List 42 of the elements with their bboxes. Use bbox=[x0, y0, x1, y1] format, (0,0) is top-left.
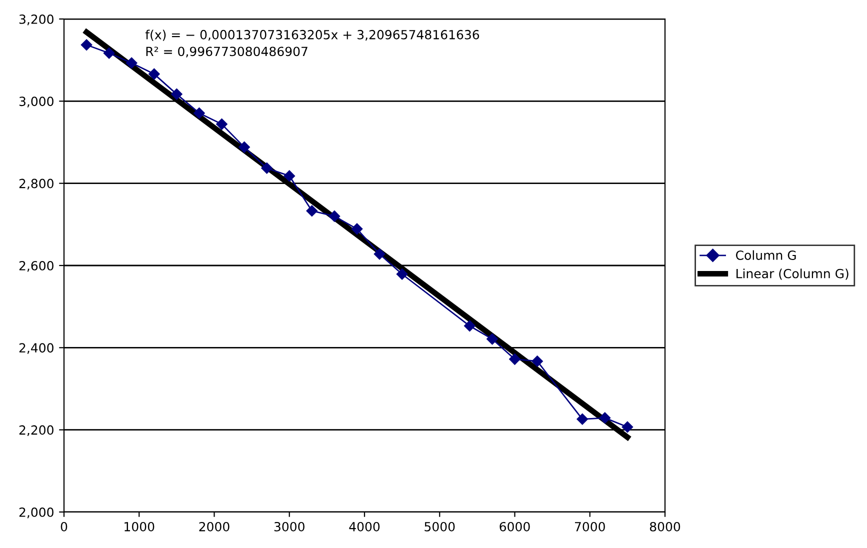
legend-label: Column G bbox=[736, 250, 796, 260]
x-tick-label: 0 bbox=[60, 522, 68, 532]
y-tick-label: 2,600 bbox=[19, 260, 54, 272]
x-tick-label: 7000 bbox=[574, 522, 605, 532]
point bbox=[216, 118, 228, 130]
point bbox=[194, 107, 205, 119]
x-tick-label: 4000 bbox=[349, 522, 380, 532]
x-tick-label: 2000 bbox=[199, 522, 230, 532]
point bbox=[306, 205, 318, 216]
point bbox=[509, 354, 520, 365]
point bbox=[486, 333, 498, 345]
point bbox=[374, 248, 386, 260]
annotation: f(x) = − 0,000137073163205x + 3,20965748161636 bbox=[145, 30, 480, 41]
y-tick-label: 2,000 bbox=[19, 507, 54, 518]
y-tick-label: 3,200 bbox=[19, 14, 54, 26]
y-tick-label: 2,800 bbox=[19, 178, 54, 190]
point bbox=[261, 162, 272, 174]
point bbox=[328, 210, 340, 222]
point bbox=[396, 268, 408, 280]
point bbox=[532, 356, 543, 367]
point bbox=[126, 57, 138, 69]
point bbox=[351, 223, 363, 235]
x-tick-label: 6000 bbox=[500, 522, 530, 532]
y-tick-label: 2,400 bbox=[19, 343, 54, 354]
y-tick-label: 3,000 bbox=[19, 96, 54, 108]
legend-label: Linear (Column G) bbox=[736, 268, 848, 280]
point bbox=[599, 412, 611, 424]
point bbox=[576, 414, 588, 425]
point bbox=[80, 39, 92, 50]
x-tick-label: 5000 bbox=[424, 522, 455, 532]
x-tick-label: 3000 bbox=[274, 522, 304, 532]
point bbox=[464, 320, 476, 332]
point bbox=[622, 421, 634, 433]
point bbox=[148, 68, 160, 80]
y-tick-label: 2,200 bbox=[19, 425, 54, 436]
point bbox=[103, 47, 115, 59]
point bbox=[284, 170, 295, 182]
point bbox=[238, 142, 250, 153]
annotation: R² = 0,996773080486907 bbox=[146, 46, 308, 58]
point bbox=[171, 88, 182, 100]
x-tick-label: 1000 bbox=[124, 522, 154, 532]
x-tick-label: 8000 bbox=[650, 522, 680, 532]
